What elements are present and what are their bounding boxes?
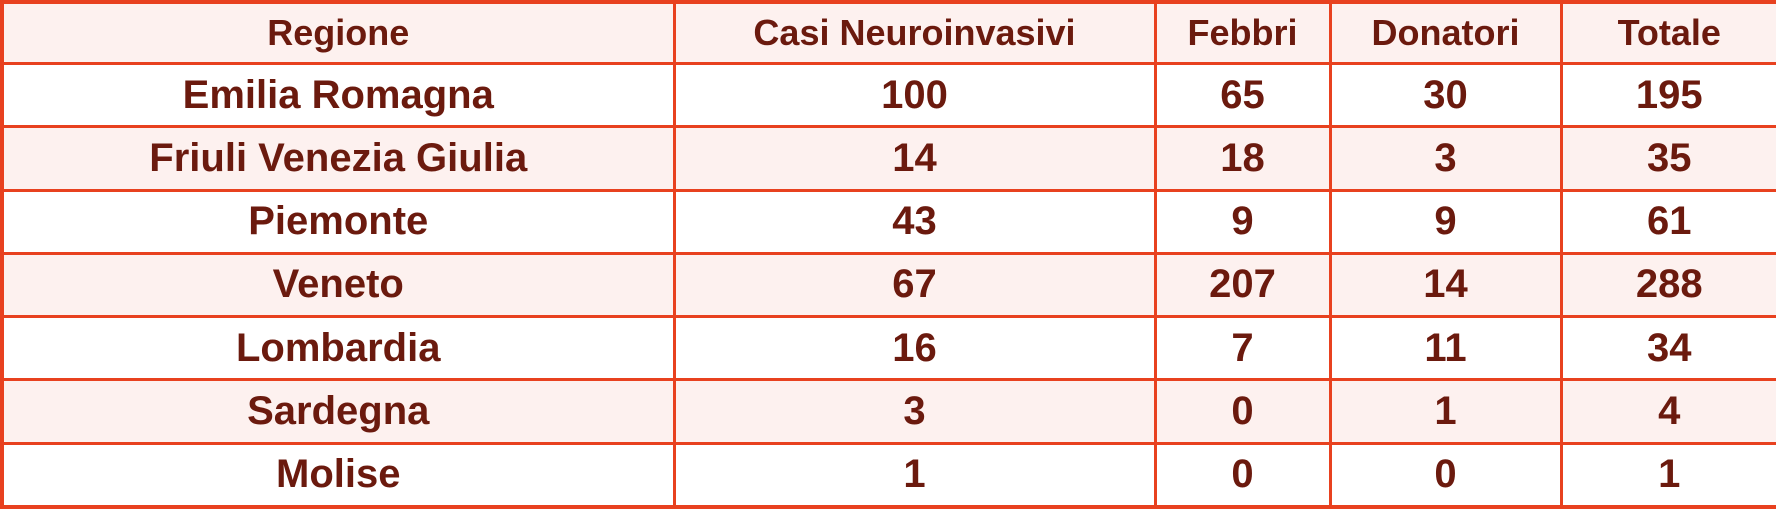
table-row: Sardegna 3 0 1 4 <box>0 378 1776 445</box>
table-row: Lombardia 16 7 11 34 <box>0 315 1776 382</box>
cell-regione: Veneto <box>0 251 676 319</box>
header-totale: Totale <box>1559 0 1776 65</box>
header-casi-neuroinvasivi: Casi Neuroinvasivi <box>672 0 1157 65</box>
cell-febbri: 207 <box>1153 251 1332 319</box>
table-row: Veneto 67 207 14 288 <box>0 251 1776 319</box>
cell-donatori: 3 <box>1328 125 1563 192</box>
header-regione: Regione <box>0 0 676 65</box>
table-row: Friuli Venezia Giulia 14 18 3 35 <box>0 125 1776 192</box>
cell-febbri: 0 <box>1153 378 1332 445</box>
cell-febbri: 18 <box>1153 125 1332 192</box>
cell-donatori: 11 <box>1328 315 1563 382</box>
cell-donatori: 30 <box>1328 61 1563 129</box>
cell-totale: 1 <box>1559 441 1776 509</box>
cell-casi-neuroinvasivi: 100 <box>672 61 1157 129</box>
cell-regione: Friuli Venezia Giulia <box>0 125 676 192</box>
table-header-row: Regione Casi Neuroinvasivi Febbri Donato… <box>0 0 1776 65</box>
cell-donatori: 9 <box>1328 188 1563 255</box>
cell-totale: 288 <box>1559 251 1776 319</box>
cell-febbri: 9 <box>1153 188 1332 255</box>
cell-totale: 35 <box>1559 125 1776 192</box>
cell-totale: 4 <box>1559 378 1776 445</box>
cell-donatori: 0 <box>1328 441 1563 509</box>
cell-casi-neuroinvasivi: 16 <box>672 315 1157 382</box>
cell-donatori: 14 <box>1328 251 1563 319</box>
cell-regione: Sardegna <box>0 378 676 445</box>
cell-febbri: 7 <box>1153 315 1332 382</box>
table-row: Molise 1 0 0 1 <box>0 441 1776 509</box>
cell-casi-neuroinvasivi: 67 <box>672 251 1157 319</box>
cell-regione: Emilia Romagna <box>0 61 676 129</box>
cell-febbri: 0 <box>1153 441 1332 509</box>
cell-regione: Molise <box>0 441 676 509</box>
cell-regione: Lombardia <box>0 315 676 382</box>
cell-febbri: 65 <box>1153 61 1332 129</box>
cell-regione: Piemonte <box>0 188 676 255</box>
cell-totale: 34 <box>1559 315 1776 382</box>
header-donatori: Donatori <box>1328 0 1563 65</box>
cell-totale: 61 <box>1559 188 1776 255</box>
cell-totale: 195 <box>1559 61 1776 129</box>
table-row: Piemonte 43 9 9 61 <box>0 188 1776 255</box>
header-febbri: Febbri <box>1153 0 1332 65</box>
cell-casi-neuroinvasivi: 43 <box>672 188 1157 255</box>
table-body: Emilia Romagna 100 65 30 195 Friuli Venezia G… <box>0 61 1776 509</box>
cell-casi-neuroinvasivi: 1 <box>672 441 1157 509</box>
cell-casi-neuroinvasivi: 14 <box>672 125 1157 192</box>
cell-casi-neuroinvasivi: 3 <box>672 378 1157 445</box>
table-row: Emilia Romagna 100 65 30 195 <box>0 61 1776 129</box>
cell-donatori: 1 <box>1328 378 1563 445</box>
